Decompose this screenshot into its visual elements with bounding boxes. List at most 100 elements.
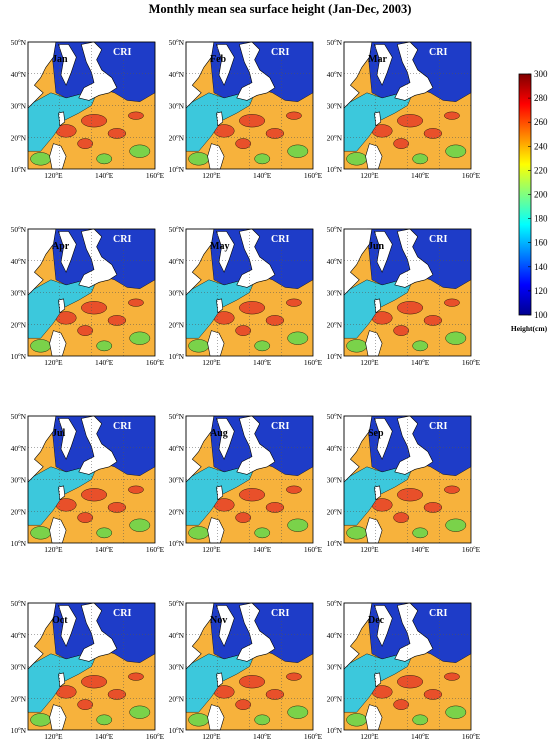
month-label: Feb <box>210 54 227 65</box>
height-contour <box>445 518 467 532</box>
land-mass <box>78 602 118 662</box>
panel-frame <box>185 41 314 170</box>
lat-tick-label: 30oN <box>11 289 27 298</box>
height-contour <box>444 485 460 494</box>
land-mass <box>374 485 382 501</box>
height-contour <box>265 315 284 326</box>
height-contour <box>188 152 210 166</box>
height-contour <box>77 138 93 149</box>
land-mass <box>58 231 77 273</box>
land-mass <box>185 41 215 109</box>
month-label: Apr <box>52 241 70 252</box>
lat-tick-label: 50oN <box>169 225 185 234</box>
colorbar-tick-label: 280 <box>534 93 548 103</box>
lat-tick-label: 30oN <box>169 289 185 298</box>
lon-tick-label: 140oE <box>411 732 430 741</box>
lat-tick-label: 20oN <box>169 694 185 703</box>
height-contour <box>129 705 151 719</box>
land-mass <box>58 485 66 501</box>
lat-tick-label: 20oN <box>327 133 343 142</box>
land-mass <box>78 228 118 288</box>
height-contour <box>96 340 113 352</box>
height-contour <box>188 713 210 727</box>
land-mass <box>78 41 118 101</box>
land-mass <box>27 228 57 296</box>
land-mass <box>185 228 215 296</box>
height-contour <box>286 111 302 120</box>
height-contour <box>239 488 265 502</box>
height-contour <box>423 689 442 700</box>
land-mass <box>343 41 373 109</box>
map-panel: Apr CRI 10oN 20oN 30oN 40oN 50oN 120oE 140oE 160o… <box>11 225 165 367</box>
height-contour <box>445 705 467 719</box>
height-contour <box>96 527 113 539</box>
height-contour <box>393 512 409 523</box>
lat-tick-label: 50oN <box>327 599 343 608</box>
lat-tick-label: 50oN <box>327 38 343 47</box>
height-contour <box>30 713 52 727</box>
colorbar-tick-label: 260 <box>534 117 548 127</box>
height-contour <box>423 315 442 326</box>
height-contour <box>412 153 429 165</box>
lat-tick-label: 20oN <box>11 133 27 142</box>
height-contour <box>81 301 107 315</box>
lat-tick-label: 40oN <box>11 444 27 453</box>
height-contour <box>239 114 265 128</box>
lon-tick-label: 120oE <box>202 171 221 180</box>
lon-tick-label: 140oE <box>95 732 114 741</box>
lat-tick-label: 30oN <box>169 102 185 111</box>
colorbar-tick-label: 140 <box>534 262 548 272</box>
lon-tick-label: 120oE <box>44 545 63 554</box>
lon-tick-label: 140oE <box>95 358 114 367</box>
lon-tick-label: 160oE <box>146 732 165 741</box>
lat-tick-label: 50oN <box>11 599 27 608</box>
month-label: Oct <box>52 615 68 626</box>
map-panel: Oct CRI 10oN 20oN 30oN 40oN 50oN 120oE 140oE 160o… <box>11 599 165 741</box>
lat-tick-label: 40oN <box>11 631 27 640</box>
height-contour <box>444 672 460 681</box>
height-contour <box>397 488 423 502</box>
land-mass <box>374 672 382 688</box>
lon-tick-label: 160oE <box>304 171 323 180</box>
map-panel: Sep CRI 10oN 20oN 30oN 40oN 50oN 120oE 140oE 160o… <box>327 412 481 554</box>
lat-tick-label: 20oN <box>327 320 343 329</box>
height-contour <box>346 339 368 353</box>
height-contour <box>188 339 210 353</box>
lat-tick-label: 30oN <box>327 476 343 485</box>
lon-tick-label: 140oE <box>411 545 430 554</box>
lat-tick-label: 10oN <box>11 352 27 361</box>
land-mass <box>394 602 434 662</box>
panel-frame <box>27 41 156 170</box>
lat-tick-label: 40oN <box>11 70 27 79</box>
height-contour <box>423 128 442 139</box>
region-label: CRI <box>113 47 131 58</box>
height-contour <box>235 699 251 710</box>
lon-tick-label: 120oE <box>360 545 379 554</box>
month-label: Jan <box>52 54 68 65</box>
height-contour <box>397 675 423 689</box>
height-contour <box>30 152 52 166</box>
land-mass <box>343 415 373 483</box>
map-panel: May CRI 10oN 20oN 30oN 40oN 50oN 120oE 140oE 160o… <box>169 225 323 367</box>
lat-tick-label: 20oN <box>169 507 185 516</box>
month-label: Jun <box>368 241 385 252</box>
height-contour <box>444 298 460 307</box>
height-contour <box>286 672 302 681</box>
lat-tick-label: 50oN <box>327 412 343 421</box>
region-label: CRI <box>113 608 131 619</box>
height-contour <box>346 526 368 540</box>
height-contour <box>445 144 467 158</box>
height-contour <box>397 301 423 315</box>
month-label: Nov <box>210 615 227 626</box>
height-contour <box>107 315 126 326</box>
land-mass <box>374 298 382 314</box>
height-contour <box>96 714 113 726</box>
land-mass <box>58 672 66 688</box>
lat-tick-label: 10oN <box>169 726 185 735</box>
height-contour <box>129 518 151 532</box>
map-panel: Nov CRI 10oN 20oN 30oN 40oN 50oN 120oE 140oE 160o… <box>169 599 323 741</box>
height-contour <box>346 152 368 166</box>
height-contour <box>397 114 423 128</box>
lon-tick-label: 160oE <box>146 171 165 180</box>
